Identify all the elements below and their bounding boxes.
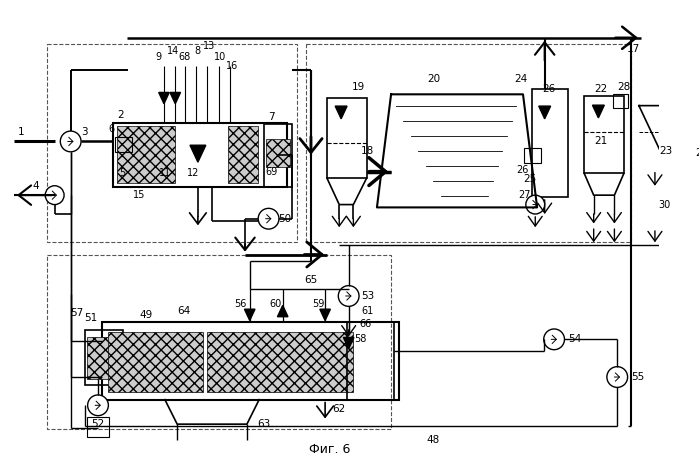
Text: 54: 54 <box>568 334 582 344</box>
Polygon shape <box>159 93 169 104</box>
Circle shape <box>607 366 628 388</box>
Bar <box>115 137 132 152</box>
Text: 59: 59 <box>312 299 325 308</box>
Bar <box>47 44 297 242</box>
Bar <box>686 98 699 169</box>
Text: 26: 26 <box>542 84 555 94</box>
Circle shape <box>526 195 545 214</box>
Bar <box>85 330 122 385</box>
Text: 2: 2 <box>117 110 124 120</box>
Bar <box>102 322 398 400</box>
Text: 50: 50 <box>278 214 291 224</box>
Text: 22: 22 <box>595 84 608 94</box>
Bar <box>264 124 292 187</box>
Text: 65: 65 <box>304 275 317 285</box>
Bar <box>347 322 394 400</box>
Bar <box>87 417 109 437</box>
Text: 19: 19 <box>352 82 365 92</box>
Circle shape <box>544 329 565 350</box>
Text: 6: 6 <box>108 124 114 134</box>
Circle shape <box>60 131 81 152</box>
Polygon shape <box>336 106 347 119</box>
Polygon shape <box>245 309 255 321</box>
Text: 68: 68 <box>178 51 191 62</box>
Text: 18: 18 <box>361 146 374 156</box>
Bar <box>524 148 541 163</box>
Text: 24: 24 <box>514 74 528 84</box>
Text: 25: 25 <box>523 174 536 184</box>
Text: 30: 30 <box>658 199 670 210</box>
Text: 8: 8 <box>195 46 201 56</box>
Text: 63: 63 <box>257 419 271 429</box>
Text: 62: 62 <box>333 404 346 414</box>
Polygon shape <box>170 93 180 104</box>
Bar <box>208 332 354 392</box>
Bar <box>612 95 628 108</box>
Bar <box>113 123 287 187</box>
Polygon shape <box>190 145 206 162</box>
Text: 52: 52 <box>92 419 105 429</box>
Bar <box>228 126 258 183</box>
Text: 66: 66 <box>359 319 372 329</box>
Polygon shape <box>278 306 288 317</box>
Text: 7: 7 <box>268 112 275 122</box>
Text: 16: 16 <box>226 61 238 71</box>
Text: 64: 64 <box>177 306 190 316</box>
Text: 69: 69 <box>266 167 278 176</box>
Text: 56: 56 <box>234 299 247 308</box>
Text: 26: 26 <box>516 165 528 175</box>
Bar <box>688 106 699 119</box>
Bar <box>117 126 175 183</box>
Bar <box>47 255 391 429</box>
Circle shape <box>87 395 108 416</box>
Bar <box>584 96 624 174</box>
Text: 55: 55 <box>631 372 644 382</box>
Bar <box>266 139 290 167</box>
Text: 4: 4 <box>32 181 39 191</box>
Bar <box>533 88 568 197</box>
Text: 21: 21 <box>595 137 608 146</box>
Circle shape <box>45 186 64 205</box>
Text: Фиг. 6: Фиг. 6 <box>309 443 350 456</box>
Text: 15: 15 <box>134 190 145 200</box>
Text: 49: 49 <box>139 310 152 320</box>
Bar <box>327 98 366 178</box>
Circle shape <box>258 208 279 229</box>
Text: 17: 17 <box>626 44 640 54</box>
Text: 13: 13 <box>203 41 215 51</box>
Text: 27: 27 <box>519 190 531 200</box>
Circle shape <box>338 285 359 307</box>
Text: 20: 20 <box>427 74 440 84</box>
Polygon shape <box>343 337 354 349</box>
Text: 11: 11 <box>159 168 171 178</box>
Polygon shape <box>320 309 331 321</box>
Text: 61: 61 <box>361 306 374 316</box>
Text: 58: 58 <box>354 334 366 344</box>
Text: 14: 14 <box>167 46 180 56</box>
Text: 60: 60 <box>269 299 281 308</box>
Text: 57: 57 <box>71 308 84 318</box>
Text: 3: 3 <box>82 127 88 137</box>
Text: 9: 9 <box>155 51 161 62</box>
Bar <box>306 44 631 242</box>
Text: 48: 48 <box>427 435 440 445</box>
Polygon shape <box>539 106 551 119</box>
Text: 53: 53 <box>361 291 374 301</box>
Text: 12: 12 <box>187 168 199 178</box>
Text: 1: 1 <box>17 127 24 137</box>
Text: 28: 28 <box>617 82 630 92</box>
Bar <box>108 332 203 392</box>
Text: 29: 29 <box>696 148 699 158</box>
Text: 23: 23 <box>660 146 673 156</box>
Text: 5: 5 <box>120 168 126 178</box>
Polygon shape <box>593 105 605 118</box>
Text: 51: 51 <box>84 313 97 322</box>
Bar <box>87 336 121 379</box>
Text: 10: 10 <box>215 51 226 62</box>
